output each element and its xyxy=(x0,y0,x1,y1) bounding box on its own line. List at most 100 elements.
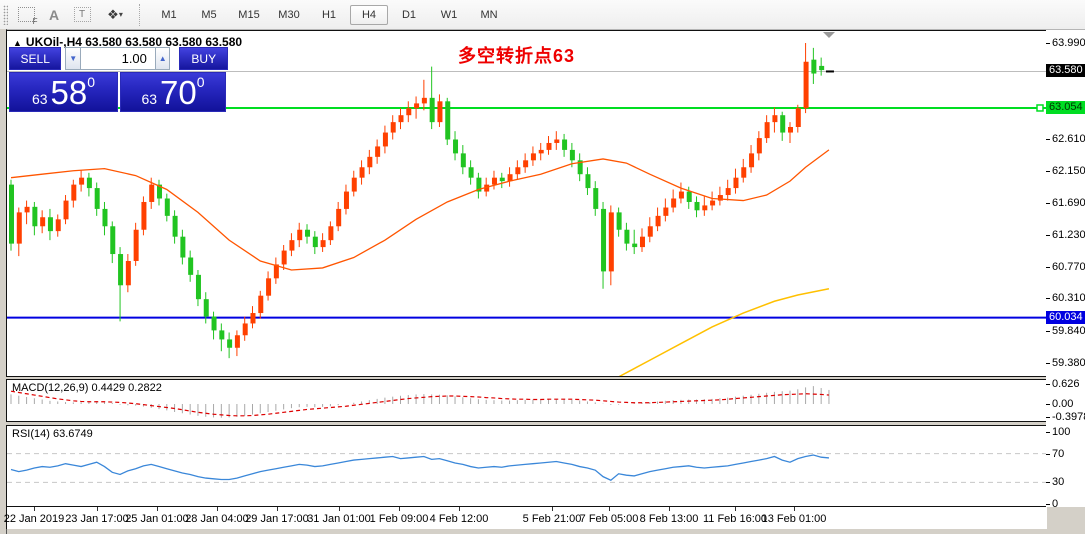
candle-body xyxy=(157,184,163,199)
sell-button[interactable]: SELL xyxy=(9,47,62,70)
price-tick-label: 0.00 xyxy=(1052,398,1074,410)
timeframe-button-w1[interactable]: W1 xyxy=(440,8,458,21)
chart-symbol-header[interactable]: ▲ UKOil-,H4 63.580 63.580 63.580 63.580 xyxy=(13,35,242,49)
price-tick-label: 62.150 xyxy=(1052,164,1085,177)
timeframe-button-m1[interactable]: M1 xyxy=(161,8,177,21)
candle-body xyxy=(655,215,661,227)
buy-price-box[interactable]: 63 70 0 xyxy=(120,72,226,112)
one-click-trade-panel: SELL ▼ 1.00 ▲ BUY 63 58 0 63 70 0 xyxy=(9,47,229,112)
timeframe-button-h4[interactable]: H4 xyxy=(350,4,388,25)
timeframe-button-mn[interactable]: MN xyxy=(480,8,498,21)
volume-decrease-button[interactable]: ▼ xyxy=(65,47,81,70)
candle-body xyxy=(686,191,692,202)
candle-body xyxy=(710,200,716,206)
candle-body xyxy=(382,132,388,147)
text-a-icon[interactable]: A xyxy=(48,6,60,23)
date-tick-label: 4 Feb 12:00 xyxy=(429,513,489,525)
candle-body xyxy=(678,191,684,199)
date-tick-label: 11 Feb 16:00 xyxy=(702,513,768,525)
price-tick-label: 61.230 xyxy=(1052,228,1085,241)
sell-price-box[interactable]: 63 58 0 xyxy=(9,72,118,112)
candle-body xyxy=(421,97,427,104)
price-tick-label: 60.770 xyxy=(1052,260,1085,273)
collapse-trade-panel-icon[interactable]: ▲ xyxy=(13,38,22,48)
candle-body xyxy=(515,167,521,175)
candle-body xyxy=(164,198,170,216)
date-tick-label: 28 Jan 04:00 xyxy=(185,513,249,525)
ma-fast-line xyxy=(10,149,830,271)
candle-body xyxy=(297,229,303,241)
candle-body xyxy=(9,184,14,244)
label-t-icon[interactable]: T xyxy=(70,4,94,26)
candle-body xyxy=(538,149,544,154)
candle-body xyxy=(375,146,381,157)
arrows-icon[interactable]: ❖ ▾ xyxy=(107,6,123,22)
candle-body xyxy=(468,167,474,178)
candle-body xyxy=(460,153,466,168)
time-axis[interactable]: 22 Jan 2019 23 Jan 17:00 25 Jan 01:00 28 Ja… xyxy=(3,507,1047,529)
axis-tick-mark xyxy=(1046,331,1050,333)
macd-title: MACD(12,26,9) 0.4429 0.2822 xyxy=(12,382,162,394)
toolbar-separator xyxy=(139,3,144,26)
date-tick-mark xyxy=(34,507,35,511)
marquee-f-icon[interactable]: F xyxy=(14,4,38,26)
candle-body xyxy=(219,330,225,340)
date-tick-label: 22 Jan 2019 xyxy=(3,513,65,525)
candle-body xyxy=(554,139,560,143)
rsi-title: RSI(14) 63.6749 xyxy=(12,428,93,440)
candle-body xyxy=(819,65,825,71)
candle-body xyxy=(79,177,85,185)
candle-body xyxy=(227,339,233,348)
volume-field[interactable]: 1.00 xyxy=(80,47,155,70)
date-tick-mark xyxy=(552,507,553,511)
timeframe-button-d1[interactable]: D1 xyxy=(401,8,417,21)
candle-body xyxy=(795,108,801,127)
candle-body xyxy=(585,174,591,189)
candle-body xyxy=(632,243,638,248)
candle-body xyxy=(577,160,583,175)
candle-body xyxy=(811,59,817,74)
candle-body xyxy=(429,97,435,123)
buy-button[interactable]: BUY xyxy=(179,47,229,70)
candle-body xyxy=(141,201,147,230)
timeframe-button-m15[interactable]: M15 xyxy=(238,8,260,21)
candle-body xyxy=(172,215,178,237)
candle-body xyxy=(266,278,272,296)
candle-body xyxy=(562,139,568,150)
axis-tick-mark xyxy=(1046,202,1050,204)
candle-body xyxy=(764,122,770,139)
date-tick-label: 7 Feb 05:00 xyxy=(579,513,639,525)
price-tick-label: 62.610 xyxy=(1052,132,1085,145)
price-tick-label: 70 xyxy=(1052,447,1065,460)
timeframe-button-m5[interactable]: M5 xyxy=(201,8,217,21)
date-tick-mark xyxy=(794,507,795,511)
macd-signal-line xyxy=(10,390,829,417)
candle-body xyxy=(546,142,552,150)
candle-body xyxy=(250,313,256,324)
macd-panel[interactable] xyxy=(6,379,1047,422)
timeframe-button-m30[interactable]: M30 xyxy=(278,8,300,21)
timeframe-button-h1[interactable]: H1 xyxy=(321,8,337,21)
volume-increase-button[interactable]: ▲ xyxy=(154,47,171,70)
toolbar-grip[interactable] xyxy=(3,4,8,25)
candle-body xyxy=(336,208,342,227)
rsi-panel[interactable] xyxy=(6,425,1047,507)
panel-splitter[interactable] xyxy=(6,377,1085,380)
candle-body xyxy=(788,126,793,133)
candle-body xyxy=(803,61,809,109)
candlestick-chart[interactable] xyxy=(7,31,1046,376)
candle-body xyxy=(569,149,575,161)
candle-body xyxy=(414,103,420,109)
price-axis[interactable]: 63.990 62.610 62.150 61.690 61.230 60.770 60.3… xyxy=(1046,30,1085,510)
hline-handle[interactable] xyxy=(1036,104,1044,112)
axis-tick-mark xyxy=(1046,432,1050,433)
date-tick-label: 13 Feb 01:00 xyxy=(761,513,827,525)
top-toolbar: F A T ❖ ▾ M1 M5 M15 M30 H1 H4 D1 W1 MN xyxy=(0,0,1085,30)
price-tick-label: 100 xyxy=(1052,426,1071,438)
panel-splitter[interactable] xyxy=(6,422,1085,425)
candle-body xyxy=(180,236,186,258)
chart-shift-marker[interactable] xyxy=(823,32,835,38)
candle-body xyxy=(320,240,326,248)
candle-body xyxy=(242,323,248,336)
candle-body xyxy=(491,177,497,185)
